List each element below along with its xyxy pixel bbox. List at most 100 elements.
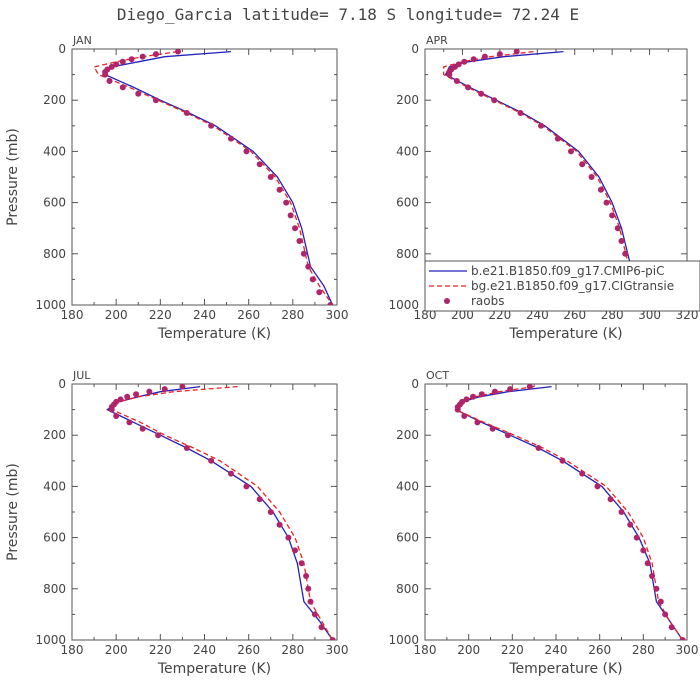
model2-line [454, 385, 684, 640]
model2-line [93, 50, 334, 305]
raobs-point [228, 470, 234, 477]
raobs-point [609, 212, 616, 219]
x-axis-label: Temperature (K) [508, 326, 622, 342]
model1-line [106, 385, 334, 640]
panel-jan: JAN 180 200 220 240 260 280 300 0 200 400 600 800 100… [5, 34, 348, 342]
raobs-point [496, 51, 503, 58]
raobs-point [481, 53, 488, 60]
raobs-point [305, 263, 312, 270]
raobs-point [507, 386, 514, 393]
x-tick-label: 280 [281, 308, 304, 322]
raobs-point [649, 573, 656, 579]
panel-label: JAN [72, 34, 92, 47]
raobs-point [119, 58, 126, 65]
raobs-point [146, 388, 153, 395]
raobs-point [208, 457, 215, 464]
legend-entry-label: bg.e21.B1850.f09_g17.CIGtransie [471, 279, 674, 293]
raobs-point [155, 432, 162, 439]
x-tick-label: 220 [149, 308, 172, 322]
raobs-point [517, 110, 524, 116]
y-tick-label: 1000 [35, 298, 66, 312]
raobs-point [679, 637, 686, 640]
raobs-point [256, 496, 263, 503]
raobs-point [567, 148, 574, 155]
x-tick-label: 260 [237, 308, 260, 322]
raobs-point [657, 598, 664, 605]
raobs-point [316, 289, 323, 296]
y-tick-label: 600 [396, 196, 419, 210]
raobs-point [208, 122, 215, 129]
raobs-point [461, 58, 468, 65]
plot-frame [71, 383, 338, 641]
x-tick-label: 300 [326, 308, 349, 322]
raobs-point [228, 135, 234, 142]
legend-marker-raobs [444, 298, 450, 304]
raobs-point [603, 199, 610, 206]
y-axis-label: Pressure (mb) [5, 128, 21, 226]
y-tick-label: 1000 [388, 633, 419, 647]
raobs-point [579, 470, 586, 477]
x-axis-label: Temperature (K) [157, 661, 271, 677]
raobs-point [161, 386, 168, 393]
raobs-point [662, 611, 669, 618]
raobs-point [152, 97, 159, 104]
x-axis-label: Temperature (K) [508, 661, 622, 677]
raobs-point [292, 547, 299, 554]
raobs-point [622, 250, 629, 257]
raobs-point [644, 560, 651, 567]
raobs-point [126, 419, 133, 426]
series-group [93, 49, 334, 305]
raobs-point [300, 250, 307, 257]
legend: b.e21.B1850.f09_g17.CMIP6-piCbg.e21.B185… [424, 260, 700, 312]
x-tick-label: 180 [61, 643, 84, 657]
raobs-point [139, 53, 146, 60]
y-tick-label: 400 [43, 479, 66, 493]
x-tick-label: 180 [61, 308, 84, 322]
x-tick-label: 260 [237, 643, 260, 657]
y-tick-label: 0 [411, 377, 419, 391]
raobs-point [133, 391, 140, 398]
raobs-point [113, 413, 120, 419]
y-tick-label: 600 [43, 196, 66, 210]
x-axis-label: Temperature (K) [157, 326, 271, 342]
raobs-point [183, 110, 190, 116]
raobs-point [298, 560, 305, 567]
raobs-point [311, 611, 318, 618]
y-tick-label: 200 [43, 93, 66, 107]
y-tick-label: 800 [396, 247, 419, 261]
x-tick-label: 220 [501, 643, 524, 657]
raobs-point [108, 63, 115, 70]
raobs-point [285, 534, 292, 541]
x-tick-label: 200 [105, 643, 128, 657]
raobs-point [491, 97, 498, 104]
model1-line [104, 50, 334, 305]
raobs-point [267, 509, 274, 515]
raobs-point [135, 90, 142, 97]
raobs-point [559, 457, 566, 464]
raobs-point [640, 547, 647, 554]
series-group [106, 384, 336, 640]
legend-box [424, 260, 700, 312]
x-tick-label: 260 [588, 643, 611, 657]
legend-entry-label: b.e21.B1850.f09_g17.CMIP6-piC [471, 264, 664, 278]
raobs-point [597, 186, 604, 193]
legend-entry-label: raobs [471, 294, 505, 308]
raobs-point [276, 186, 283, 193]
x-tick-label: 180 [414, 643, 437, 657]
raobs-point [633, 534, 640, 541]
raobs-point [446, 71, 453, 78]
raobs-point [465, 84, 472, 91]
raobs-point [124, 393, 131, 400]
raobs-point [588, 174, 595, 180]
raobs-point [267, 174, 274, 180]
x-tick-label: 300 [676, 643, 699, 657]
y-tick-label: 400 [396, 144, 419, 158]
raobs-point [179, 384, 186, 390]
raobs-point [276, 521, 283, 528]
raobs-point [491, 388, 498, 395]
raobs-point [256, 161, 263, 168]
y-tick-label: 1000 [35, 633, 66, 647]
raobs-point [489, 425, 496, 432]
raobs-point [113, 61, 120, 68]
